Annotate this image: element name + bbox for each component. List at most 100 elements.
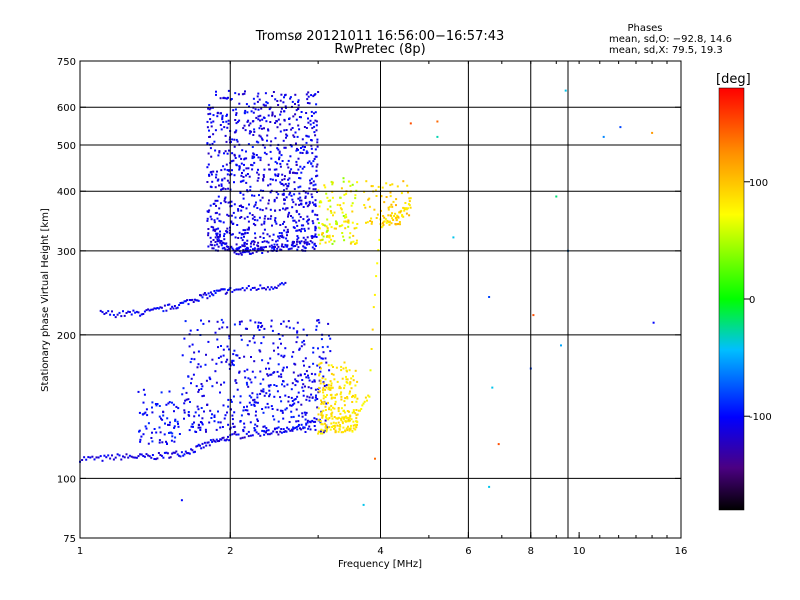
echo-point bbox=[259, 119, 261, 122]
echo-point bbox=[279, 162, 282, 165]
echo-point bbox=[373, 208, 376, 211]
echo-point bbox=[182, 387, 185, 390]
echo-point bbox=[187, 452, 190, 455]
echo-point bbox=[207, 234, 210, 237]
echo-point bbox=[266, 139, 268, 142]
echo-point bbox=[300, 240, 303, 243]
echo-point bbox=[253, 286, 256, 289]
echo-point bbox=[170, 431, 172, 434]
echo-point bbox=[326, 208, 329, 211]
echo-point bbox=[138, 430, 140, 433]
echo-point bbox=[165, 309, 168, 312]
echo-point bbox=[316, 138, 319, 141]
echo-point bbox=[101, 459, 104, 462]
echo-point bbox=[312, 180, 315, 183]
echo-point bbox=[303, 126, 306, 128]
echo-point bbox=[236, 120, 239, 123]
echo-point bbox=[354, 412, 357, 415]
echo-point bbox=[329, 428, 332, 431]
echo-point bbox=[298, 213, 301, 216]
echo-point bbox=[354, 395, 357, 398]
echo-point bbox=[243, 406, 245, 409]
echo-point bbox=[195, 299, 198, 302]
echo-point bbox=[327, 383, 330, 386]
echo-point bbox=[283, 431, 286, 433]
echo-point bbox=[342, 215, 345, 217]
echo-point bbox=[356, 413, 359, 416]
echo-point bbox=[240, 174, 243, 177]
echo-point bbox=[255, 140, 258, 143]
echo-point bbox=[324, 396, 327, 398]
echo-point bbox=[339, 387, 342, 390]
echo-point bbox=[256, 425, 259, 428]
echo-point bbox=[283, 202, 286, 205]
echo-point bbox=[237, 253, 240, 256]
echo-point bbox=[285, 237, 288, 240]
echo-point bbox=[268, 199, 270, 202]
echo-point bbox=[138, 411, 141, 414]
echo-point bbox=[289, 429, 292, 432]
echo-point bbox=[370, 348, 373, 350]
echo-point bbox=[295, 163, 298, 166]
echo-point bbox=[278, 152, 281, 155]
echo-point bbox=[233, 138, 236, 141]
echo-point bbox=[308, 399, 311, 402]
echo-point bbox=[555, 195, 558, 198]
echo-point bbox=[281, 369, 284, 372]
echo-point bbox=[204, 363, 207, 366]
echo-point bbox=[334, 430, 337, 433]
echo-point bbox=[151, 406, 153, 409]
echo-point bbox=[289, 404, 292, 407]
echo-point bbox=[173, 451, 176, 454]
echo-point bbox=[184, 300, 187, 303]
echo-point bbox=[290, 215, 292, 217]
echo-point bbox=[315, 129, 318, 132]
echo-point bbox=[107, 454, 110, 457]
echo-point bbox=[316, 364, 319, 367]
echo-point bbox=[246, 327, 248, 330]
echo-point bbox=[297, 401, 300, 404]
echo-point bbox=[168, 303, 171, 306]
echo-point bbox=[142, 455, 145, 457]
echo-point bbox=[199, 429, 202, 431]
echo-point bbox=[187, 398, 190, 401]
echo-point bbox=[314, 233, 317, 236]
echo-point bbox=[200, 407, 203, 409]
echo-point bbox=[223, 199, 226, 202]
echo-point bbox=[241, 287, 244, 289]
echo-point bbox=[285, 207, 288, 210]
echo-point bbox=[239, 401, 242, 404]
echo-point bbox=[221, 118, 224, 121]
echo-point bbox=[276, 147, 279, 150]
echo-point bbox=[359, 409, 361, 412]
echo-point bbox=[197, 390, 200, 393]
echo-point bbox=[253, 404, 256, 407]
echo-point bbox=[187, 375, 190, 378]
echo-point bbox=[269, 208, 272, 211]
echo-point bbox=[282, 222, 284, 225]
echo-point bbox=[312, 184, 315, 187]
echo-point bbox=[245, 381, 248, 384]
echo-point bbox=[290, 428, 293, 431]
echo-point bbox=[284, 408, 287, 411]
echo-point bbox=[165, 440, 167, 443]
echo-point bbox=[210, 155, 213, 158]
echo-point bbox=[198, 388, 200, 391]
echo-point bbox=[280, 342, 282, 345]
echo-point bbox=[251, 392, 254, 395]
echo-point bbox=[206, 166, 209, 169]
echo-point bbox=[288, 171, 291, 174]
echo-point bbox=[261, 241, 264, 243]
echo-point bbox=[348, 369, 351, 372]
echo-point bbox=[315, 394, 317, 397]
echo-point bbox=[294, 245, 297, 247]
echo-point bbox=[288, 123, 291, 126]
echo-point bbox=[256, 248, 259, 251]
echo-point bbox=[197, 350, 200, 353]
echo-point bbox=[169, 307, 172, 310]
echo-point bbox=[295, 380, 298, 382]
x-tick-label: 4 bbox=[377, 546, 383, 557]
echo-point bbox=[243, 370, 246, 373]
echo-point bbox=[348, 236, 351, 239]
echo-point bbox=[356, 380, 359, 383]
